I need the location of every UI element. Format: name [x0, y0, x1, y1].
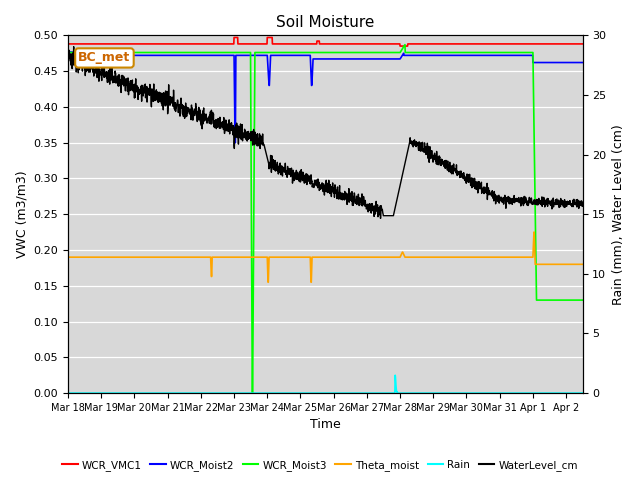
Theta_moist — [470, 254, 477, 260]
WaterLevel_cm — [301, 177, 308, 183]
WaterLevel_cm — [564, 199, 572, 204]
WCR_VMC1 — [64, 41, 72, 47]
Theta_moist — [301, 254, 308, 260]
Theta_moist — [90, 254, 98, 260]
Theta_moist — [530, 229, 538, 235]
Rain — [564, 390, 572, 396]
Line: WaterLevel_cm: WaterLevel_cm — [68, 47, 582, 218]
WCR_Moist3 — [564, 297, 572, 303]
Theta_moist — [564, 262, 572, 267]
Line: WCR_Moist3: WCR_Moist3 — [68, 45, 582, 393]
Line: Rain: Rain — [68, 375, 582, 393]
Theta_moist — [64, 254, 72, 260]
WaterLevel_cm — [64, 56, 72, 62]
WCR_Moist3 — [470, 49, 477, 55]
Theta_moist — [264, 279, 272, 285]
WCR_Moist2 — [231, 140, 239, 145]
X-axis label: Time: Time — [310, 419, 340, 432]
WCR_Moist3 — [64, 49, 72, 55]
Line: Theta_moist: Theta_moist — [68, 232, 582, 282]
Rain — [64, 390, 72, 396]
WCR_VMC1 — [470, 41, 477, 47]
WCR_VMC1 — [230, 35, 238, 40]
WCR_Moist3 — [248, 390, 256, 396]
Y-axis label: Rain (mm), Water Level (cm): Rain (mm), Water Level (cm) — [612, 124, 625, 305]
Line: WCR_VMC1: WCR_VMC1 — [68, 37, 582, 46]
Rain — [564, 390, 572, 396]
WaterLevel_cm — [315, 179, 323, 184]
Theta_moist — [579, 262, 586, 267]
WaterLevel_cm — [377, 216, 385, 221]
WCR_VMC1 — [564, 41, 572, 47]
WCR_VMC1 — [579, 41, 586, 47]
WCR_VMC1 — [396, 43, 404, 49]
WCR_VMC1 — [90, 41, 98, 47]
WCR_Moist2 — [315, 56, 323, 62]
WCR_Moist3 — [301, 49, 308, 55]
WaterLevel_cm — [91, 71, 99, 76]
Legend: WCR_VMC1, WCR_Moist2, WCR_Moist3, Theta_moist, Rain, WaterLevel_cm: WCR_VMC1, WCR_Moist2, WCR_Moist3, Theta_… — [58, 456, 582, 475]
WCR_Moist2 — [564, 60, 572, 65]
Theta_moist — [315, 254, 323, 260]
WCR_Moist2 — [90, 50, 98, 56]
Title: Soil Moisture: Soil Moisture — [276, 15, 374, 30]
WCR_Moist3 — [564, 297, 572, 303]
WCR_Moist2 — [564, 60, 572, 65]
WCR_Moist2 — [64, 49, 72, 55]
WaterLevel_cm — [470, 178, 477, 183]
Rain — [301, 390, 308, 396]
Rain — [579, 390, 586, 396]
WCR_Moist2 — [470, 52, 477, 58]
WCR_VMC1 — [564, 41, 572, 47]
WCR_VMC1 — [301, 41, 308, 47]
WCR_Moist3 — [315, 49, 323, 55]
Rain — [314, 390, 322, 396]
Rain — [392, 372, 399, 378]
WaterLevel_cm — [564, 202, 572, 207]
WCR_Moist2 — [579, 60, 586, 65]
Line: WCR_Moist2: WCR_Moist2 — [68, 52, 582, 143]
WaterLevel_cm — [70, 44, 77, 49]
Y-axis label: VWC (m3/m3): VWC (m3/m3) — [15, 170, 28, 258]
Text: BC_met: BC_met — [78, 51, 131, 64]
Rain — [90, 390, 98, 396]
WaterLevel_cm — [579, 202, 586, 207]
WCR_Moist2 — [301, 52, 308, 58]
Theta_moist — [564, 262, 572, 267]
WCR_Moist3 — [579, 297, 586, 303]
WCR_Moist3 — [90, 49, 98, 55]
WCR_VMC1 — [315, 38, 323, 44]
WCR_Moist3 — [401, 42, 409, 48]
Rain — [470, 390, 477, 396]
